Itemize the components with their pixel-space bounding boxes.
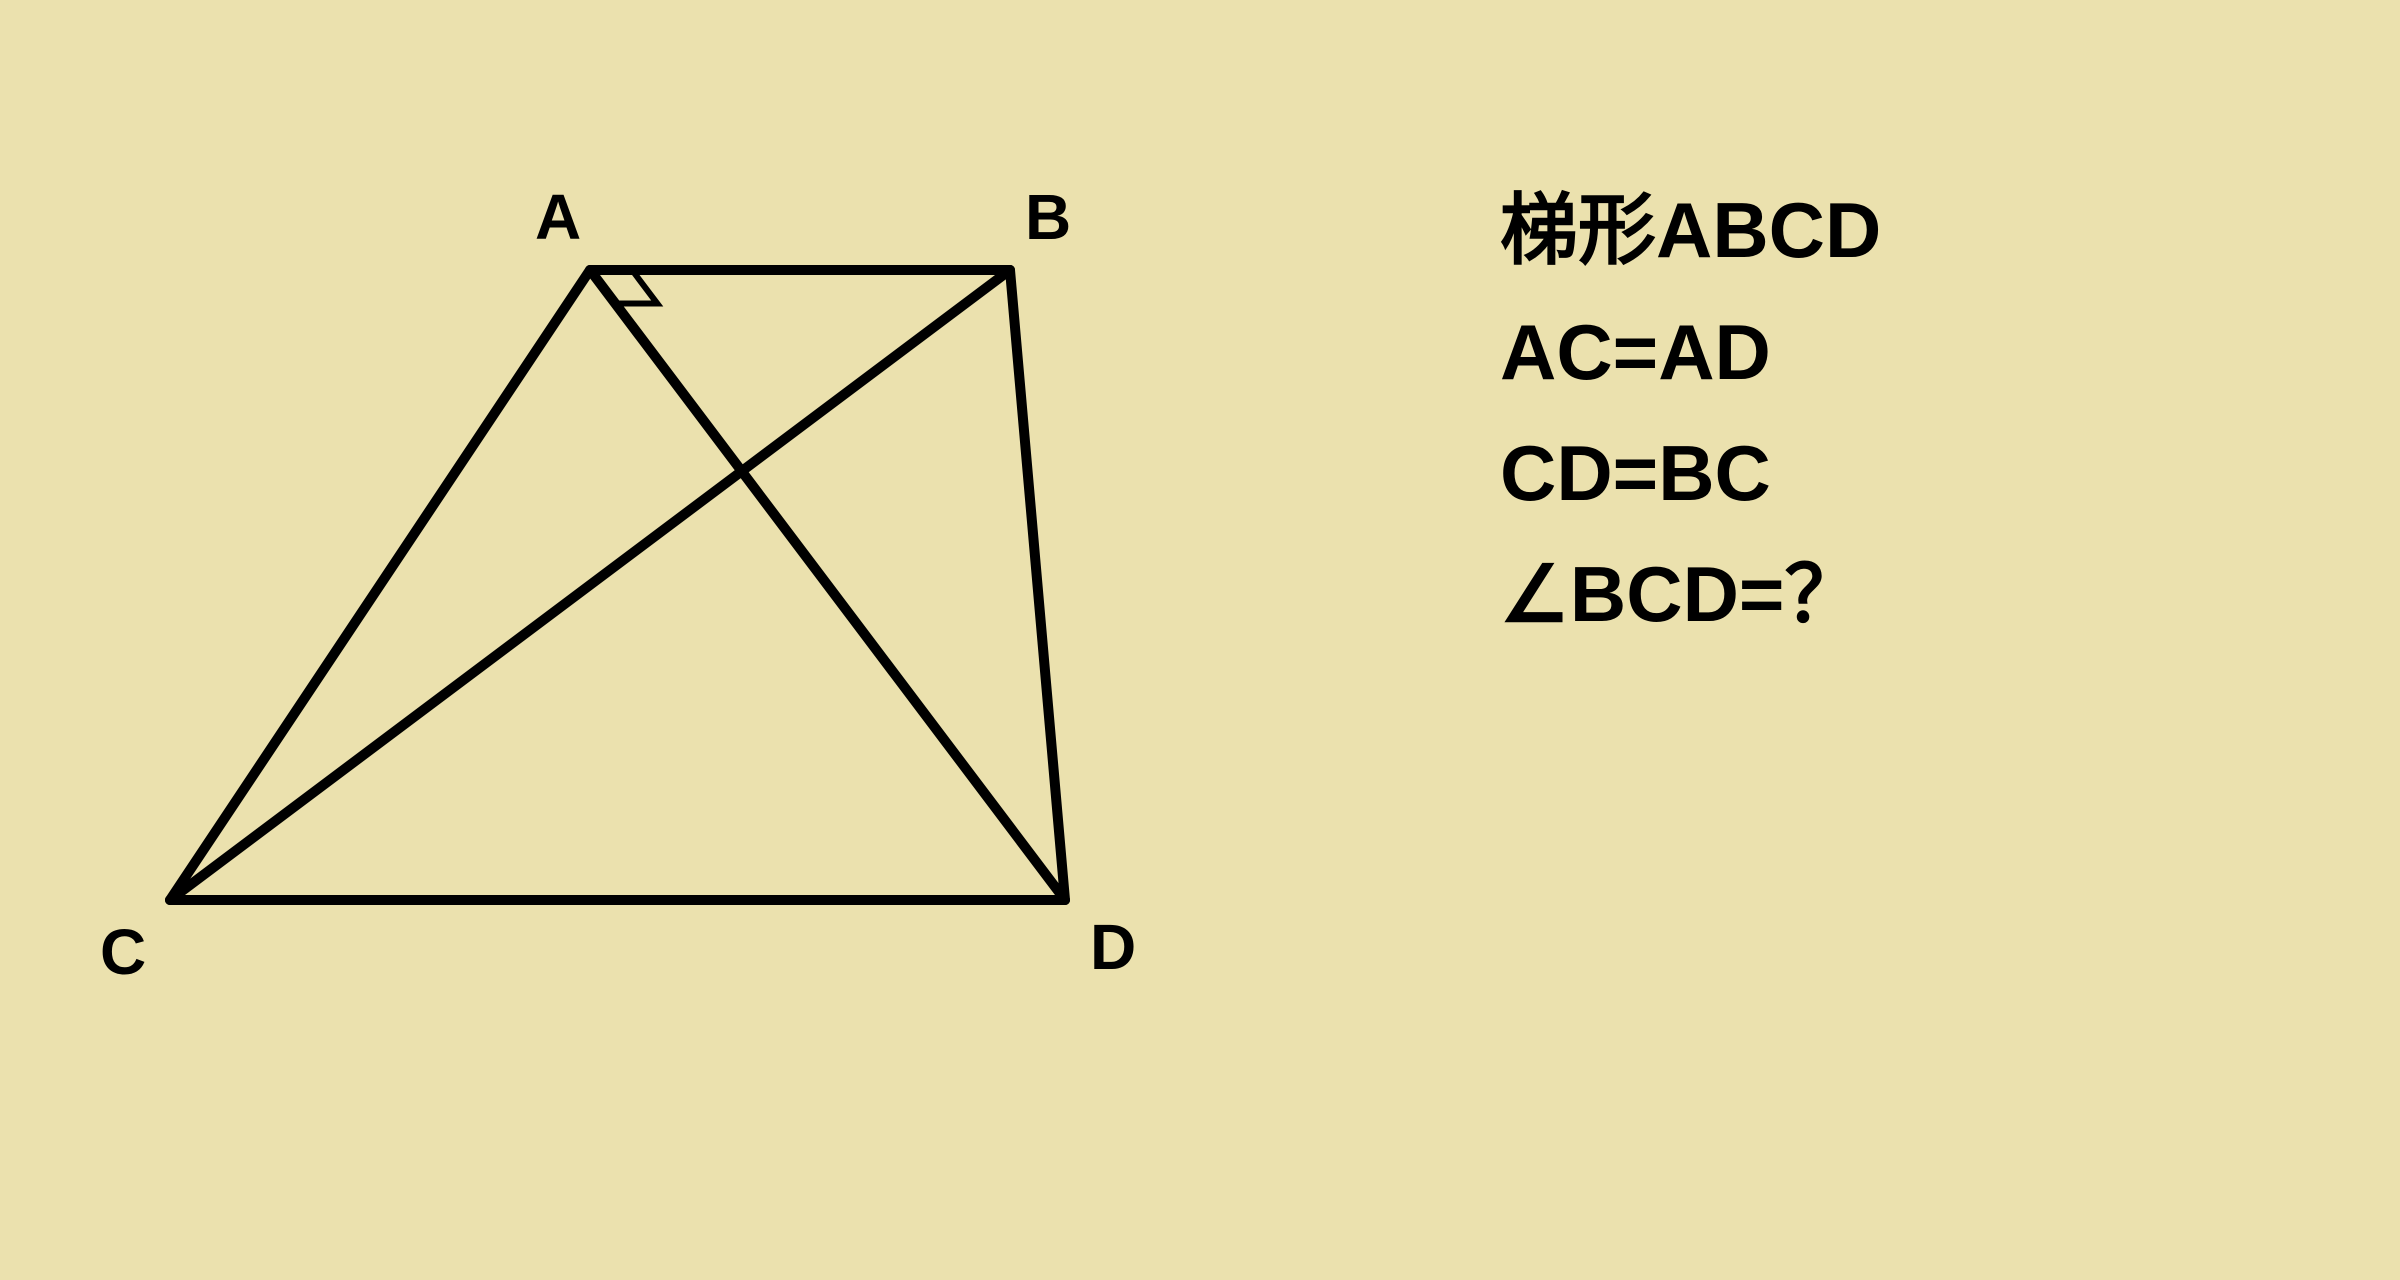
problem-line-3: ∠BCD=？ — [1500, 534, 1881, 655]
vertex-label-D: D — [1090, 910, 1136, 984]
vertex-label-B: B — [1025, 180, 1071, 254]
problem-line-0-cjk: 梯形 — [1500, 187, 1656, 274]
problem-line-2: CD=BC — [1500, 413, 1881, 534]
vertex-label-A: A — [535, 180, 581, 254]
problem-line-1: AC=AD — [1500, 292, 1881, 413]
geometry-diagram — [0, 0, 2400, 1280]
vertex-label-C: C — [100, 915, 146, 989]
problem-line-0-latin: ABCD — [1656, 186, 1881, 274]
problem-line-0: 梯形ABCD — [1500, 170, 1881, 292]
problem-statement: 梯形ABCDAC=ADCD=BC∠BCD=？ — [1500, 170, 1881, 655]
background — [0, 0, 2400, 1280]
